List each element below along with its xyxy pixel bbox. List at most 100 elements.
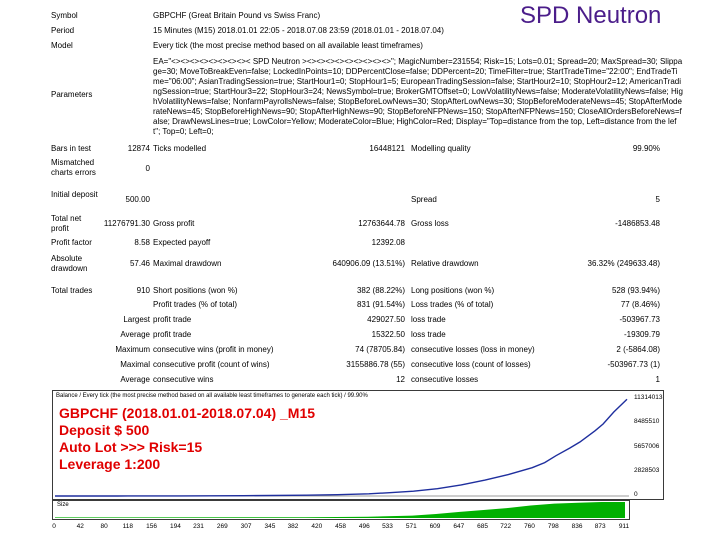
maximal-label: Maximal	[120, 360, 150, 369]
ticks-label: Ticks modelled	[153, 144, 207, 153]
absdd-label: Absolute drawdown	[51, 254, 88, 273]
avg2-label: Average	[120, 375, 150, 384]
overlay-line-2: Deposit $ 500	[59, 422, 150, 438]
grossprofit-label: Gross profit	[153, 219, 195, 228]
x-tick-label: 836	[571, 523, 583, 530]
absdd-value: 57.46	[129, 259, 150, 268]
mismatched-value: 0	[145, 164, 150, 173]
avg-losses-value: 1	[655, 375, 660, 384]
quality-label: Modelling quality	[411, 144, 471, 153]
x-tick-label: 420	[311, 523, 323, 530]
short-label: Short positions (won %)	[153, 286, 238, 295]
x-tick-label: 269	[216, 523, 228, 530]
largest-profit-label: profit trade	[153, 315, 192, 324]
overlay-line-1: GBPCHF (2018.01.01-2018.07.04) _M15	[59, 405, 316, 421]
largest-loss-value: -503967.73	[619, 315, 660, 324]
brand-title: SPD Neutron	[520, 2, 662, 29]
max-wins-label: consecutive wins (profit in money)	[153, 345, 274, 354]
trades-value: 910	[136, 286, 150, 295]
short-value: 382 (88.22%)	[356, 286, 405, 295]
size-plot	[55, 502, 625, 518]
bars-label: Bars in test	[51, 144, 92, 153]
pt-value: 831 (91.54%)	[356, 300, 405, 309]
chart-header: Balance / Every tick (the most precise m…	[56, 393, 368, 399]
spread-value: 5	[655, 195, 660, 204]
size-plot-frame: Size	[52, 500, 630, 520]
x-tick-label: 118	[122, 523, 133, 530]
deposit-label: Initial deposit	[51, 190, 98, 199]
x-tick-label: 685	[477, 523, 489, 530]
average-profit-value: 15322.50	[371, 330, 405, 339]
x-tick-label: 760	[524, 523, 535, 530]
maxl-profit-label: consecutive profit (count of wins)	[153, 360, 270, 369]
x-tick-label: 0	[52, 523, 56, 530]
average-label: Average	[120, 330, 150, 339]
balance-plot	[55, 398, 629, 497]
x-tick-label: 533	[382, 523, 393, 530]
y-tick-label: 8485510	[634, 418, 660, 426]
mismatched-label: Mismatched charts errors	[51, 158, 96, 177]
x-tick-label: 307	[240, 523, 252, 530]
x-tick-label: 571	[405, 523, 417, 530]
long-value: 528 (93.94%)	[611, 286, 660, 295]
maximum-label: Maximum	[115, 345, 150, 354]
model-label: Model	[51, 41, 73, 50]
maxdd-value: 640906.09 (13.51%)	[332, 259, 406, 268]
symbol-value: GBPCHF (Great Britain Pound vs Swiss Fra…	[153, 11, 321, 20]
balance-chart: Balance / Every tick (the most precise m…	[52, 390, 664, 530]
netprofit-label: Total net profit	[51, 214, 82, 233]
overlay-line-3: Auto Lot >>> Risk=15	[59, 439, 203, 455]
average-loss-value: -19309.79	[623, 330, 660, 339]
quality-value: 99.90%	[632, 144, 660, 153]
reldd-value: 36.32% (249633.48)	[587, 259, 661, 268]
long-label: Long positions (won %)	[411, 286, 495, 295]
x-tick-label: 873	[594, 523, 606, 530]
x-tick-label: 382	[287, 523, 299, 530]
maxl-loss-label: consecutive loss (count of losses)	[411, 360, 531, 369]
average-loss-label: loss trade	[411, 330, 446, 339]
overlay-line-4: Leverage 1:200	[59, 456, 161, 472]
y-tick-label: 0	[634, 491, 638, 498]
spread-label: Spread	[411, 195, 437, 204]
x-tick-label: 156	[146, 523, 158, 530]
balance-line	[55, 398, 628, 497]
x-tick-label: 231	[193, 523, 204, 530]
x-tick-label: 80	[100, 523, 108, 530]
payoff-label: Expected payoff	[153, 238, 211, 247]
netprofit-value: 11276791.30	[103, 219, 150, 228]
largest-profit-value: 429027.50	[367, 315, 405, 324]
x-tick-label: 458	[335, 523, 347, 530]
x-tick-label: 609	[429, 523, 441, 530]
trades-label: Total trades	[51, 286, 93, 295]
y-tick-label: 11314013	[634, 394, 663, 401]
y-tick-label: 5657006	[634, 442, 660, 450]
ticks-value: 16448121	[369, 144, 405, 153]
x-tick-label: 345	[264, 523, 276, 530]
average-profit-label: profit trade	[153, 330, 192, 339]
lt-label: Loss trades (% of total)	[411, 300, 494, 309]
maxl-profit-value: 3155886.78 (55)	[346, 360, 405, 369]
avg-wins-label: consecutive wins	[153, 375, 214, 384]
max-losses-label: consecutive losses (loss in money)	[411, 345, 535, 354]
chart-overlay-text: GBPCHF (2018.01.01-2018.07.04) _M15 Depo…	[59, 405, 315, 473]
x-tick-label: 722	[500, 523, 512, 530]
x-tick-label: 647	[453, 523, 465, 530]
max-wins-value: 74 (78705.84)	[355, 345, 405, 354]
x-tick-label: 496	[358, 523, 370, 530]
x-tick-label: 194	[169, 523, 181, 530]
avg-wins-value: 12	[396, 375, 405, 384]
maxdd-label: Maximal drawdown	[153, 259, 222, 268]
grossloss-label: Gross loss	[411, 219, 449, 228]
payoff-value: 12392.08	[371, 238, 405, 247]
largest-label: Largest	[123, 315, 150, 324]
largest-loss-label: loss trade	[411, 315, 446, 324]
x-tick-label: 798	[547, 523, 559, 530]
max-losses-value: 2 (-5864.08)	[616, 345, 660, 354]
parameters-label: Parameters	[51, 90, 93, 99]
balance-plot-frame: Balance / Every tick (the most precise m…	[52, 390, 664, 500]
pt-label: Profit trades (% of total)	[153, 300, 238, 309]
reldd-label: Relative drawdown	[411, 259, 479, 268]
period-label: Period	[51, 26, 75, 35]
pf-value: 8.58	[134, 238, 150, 247]
period-value: 15 Minutes (M15) 2018.01.01 22:05 - 2018…	[153, 26, 444, 35]
